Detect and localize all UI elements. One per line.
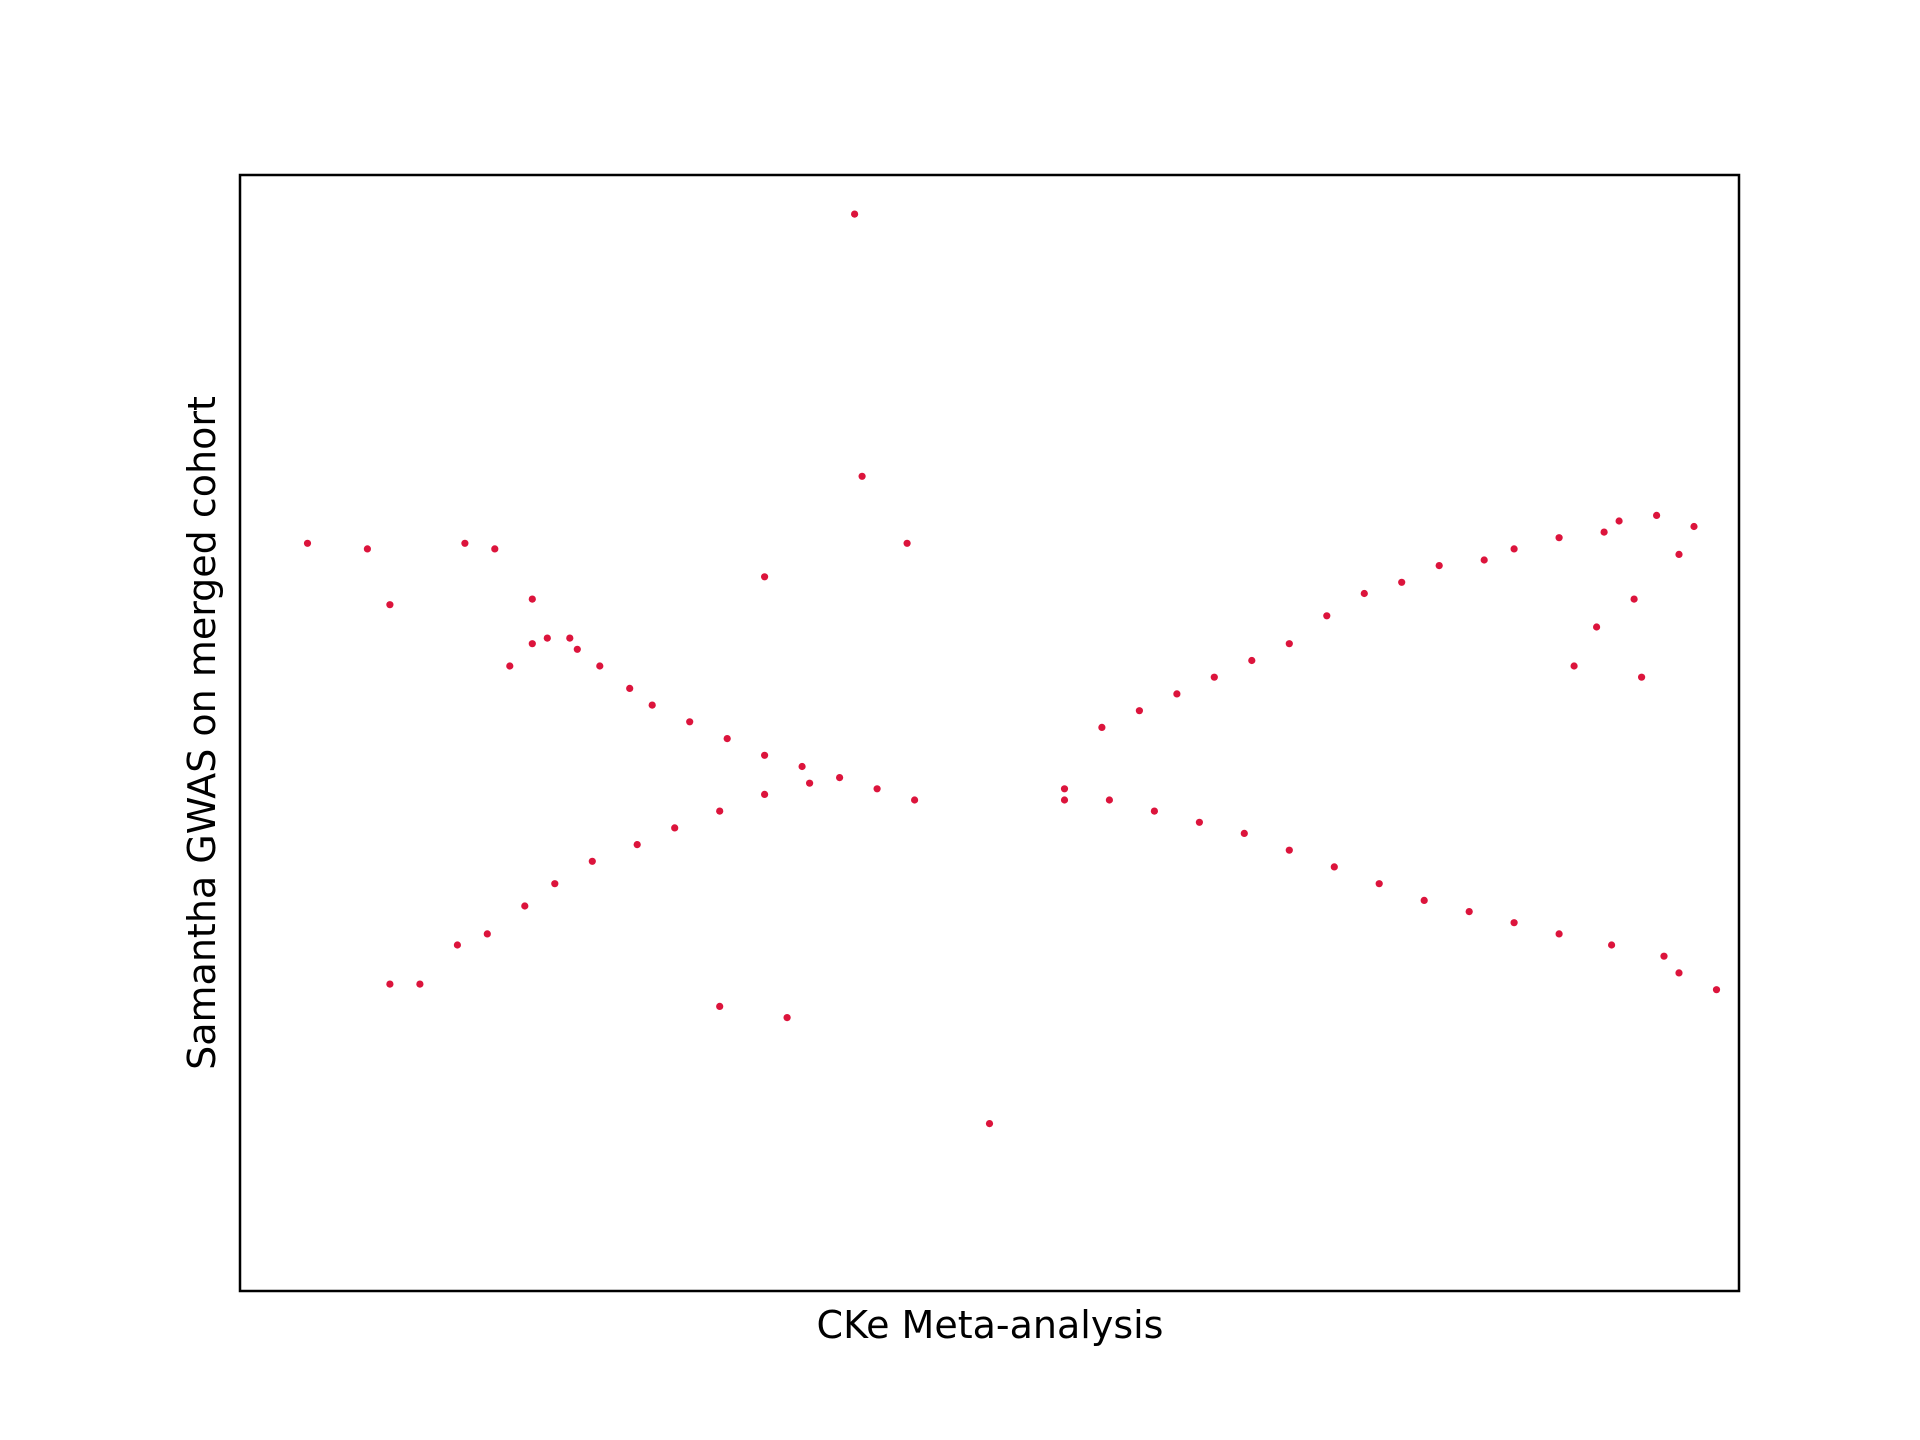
data-point	[1480, 556, 1488, 564]
data-point	[1285, 640, 1293, 648]
data-point	[1510, 545, 1518, 553]
x-axis-label: CKe Meta-analysis	[817, 1303, 1164, 1347]
plot-frame	[238, 173, 1741, 1293]
data-point	[1173, 690, 1181, 698]
data-point	[1135, 707, 1143, 715]
data-point	[985, 1120, 994, 1128]
data-point	[551, 880, 559, 888]
data-point	[483, 930, 491, 938]
data-point	[648, 701, 656, 709]
data-point	[858, 472, 866, 480]
data-point	[686, 718, 694, 726]
data-point	[1248, 656, 1256, 665]
data-point	[1660, 952, 1668, 960]
data-point	[806, 779, 814, 787]
data-point	[903, 539, 911, 547]
data-point	[761, 573, 769, 581]
data-point	[363, 545, 371, 553]
data-point	[1555, 930, 1563, 938]
data-point	[573, 645, 581, 653]
data-point	[1608, 941, 1616, 949]
data-point	[1150, 807, 1158, 815]
data-point	[1510, 919, 1518, 927]
data-point	[1638, 673, 1646, 681]
data-point	[1600, 528, 1608, 536]
data-point	[303, 539, 312, 547]
data-point	[1570, 662, 1578, 670]
data-point	[521, 902, 529, 910]
data-point	[1375, 880, 1383, 888]
data-point	[491, 545, 499, 553]
data-point	[798, 762, 806, 771]
data-point	[1653, 511, 1661, 519]
data-point	[1105, 796, 1113, 804]
data-point	[1712, 986, 1721, 994]
data-point	[506, 662, 514, 670]
data-point	[1435, 562, 1443, 570]
data-point	[416, 980, 424, 988]
data-point	[761, 790, 769, 799]
data-point	[873, 785, 881, 793]
data-point	[566, 634, 574, 642]
data-point	[386, 980, 394, 988]
data-point	[461, 539, 469, 547]
data-point	[1420, 896, 1428, 905]
data-point	[1060, 796, 1069, 804]
data-point	[1195, 818, 1203, 826]
data-point	[1675, 550, 1683, 559]
data-point	[386, 601, 394, 609]
data-point	[1465, 908, 1473, 916]
data-point	[716, 807, 724, 815]
data-point	[1098, 723, 1106, 732]
data-point	[1690, 522, 1698, 531]
scatter-points	[303, 210, 1721, 1128]
data-point	[1323, 612, 1331, 620]
data-point	[1240, 829, 1248, 838]
data-point	[596, 662, 604, 670]
data-point	[453, 941, 461, 949]
data-point	[761, 751, 769, 759]
data-point	[1675, 969, 1683, 977]
data-point	[528, 640, 536, 648]
data-point	[1615, 517, 1623, 525]
data-point	[1060, 785, 1069, 793]
data-point	[1285, 846, 1293, 854]
data-point	[633, 841, 641, 849]
data-point	[543, 634, 551, 642]
data-point	[528, 595, 536, 603]
data-point	[1398, 578, 1406, 586]
data-point	[1330, 863, 1338, 871]
data-point	[723, 735, 731, 743]
data-point	[851, 210, 859, 218]
data-point	[626, 684, 634, 693]
data-point	[1555, 534, 1563, 542]
data-point	[783, 1014, 791, 1022]
data-point	[836, 774, 844, 782]
data-point	[911, 796, 919, 804]
data-point	[716, 1002, 724, 1011]
data-point	[1360, 589, 1368, 598]
y-axis-label: Samantha GWAS on merged cohort	[180, 396, 224, 1070]
data-point	[671, 824, 679, 832]
data-point	[1593, 623, 1601, 631]
data-point	[1630, 595, 1638, 603]
data-point	[1210, 673, 1218, 681]
data-point	[588, 857, 596, 865]
